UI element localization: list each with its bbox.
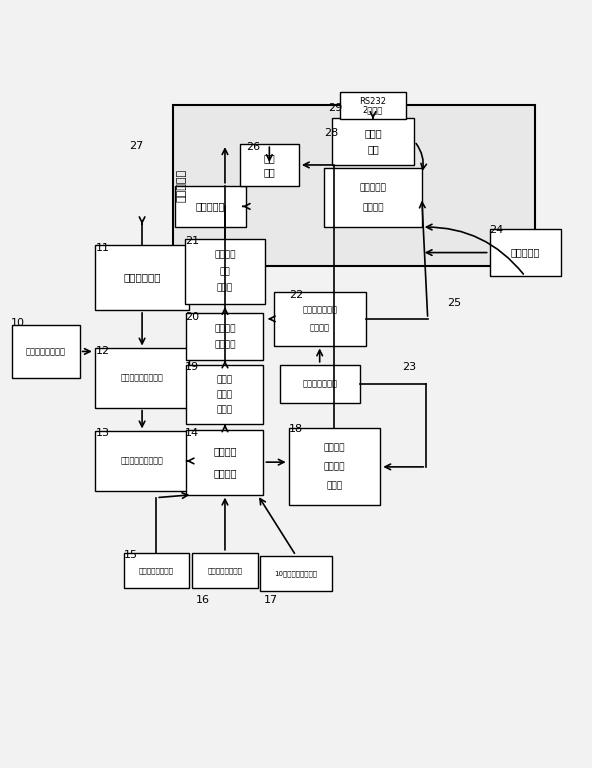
Bar bbox=[186, 313, 263, 360]
Text: 精密参考电压发生器: 精密参考电压发生器 bbox=[121, 373, 163, 382]
Text: 13: 13 bbox=[96, 429, 110, 439]
Bar bbox=[340, 92, 406, 119]
Text: 待测电阻: 待测电阻 bbox=[324, 443, 345, 452]
Text: 电压放大: 电压放大 bbox=[214, 324, 236, 333]
Text: 10毫欧标准电压接口: 10毫欧标准电压接口 bbox=[275, 570, 317, 577]
Bar bbox=[288, 429, 380, 505]
Bar bbox=[95, 245, 189, 310]
Text: 18: 18 bbox=[289, 424, 303, 434]
Bar bbox=[124, 553, 189, 588]
Text: 控制器: 控制器 bbox=[217, 405, 233, 414]
Text: 数据: 数据 bbox=[263, 153, 275, 163]
Text: 27: 27 bbox=[129, 141, 143, 151]
Bar bbox=[186, 365, 263, 424]
Text: 路控制器: 路控制器 bbox=[362, 203, 384, 212]
Bar bbox=[185, 239, 265, 304]
Bar bbox=[240, 144, 299, 186]
Bar bbox=[274, 293, 365, 346]
Text: 待测钢丝电路接口: 待测钢丝电路接口 bbox=[139, 568, 174, 574]
Bar bbox=[186, 429, 263, 495]
Text: 28: 28 bbox=[324, 128, 339, 138]
Text: 14: 14 bbox=[185, 429, 200, 439]
Bar bbox=[11, 325, 79, 378]
Bar bbox=[490, 229, 561, 276]
Bar bbox=[332, 118, 414, 165]
Text: 滤波: 滤波 bbox=[220, 267, 230, 276]
Text: 电源稳压模块: 电源稳压模块 bbox=[123, 273, 161, 283]
Text: 2通传口: 2通传口 bbox=[363, 106, 383, 114]
Bar bbox=[95, 432, 189, 491]
Bar bbox=[192, 553, 258, 588]
Bar bbox=[173, 104, 535, 266]
Text: 11: 11 bbox=[96, 243, 110, 253]
Bar bbox=[279, 365, 360, 403]
Text: 温度传感器信号: 温度传感器信号 bbox=[302, 306, 337, 315]
Text: 19: 19 bbox=[185, 362, 200, 372]
Text: 电压滤波器: 电压滤波器 bbox=[195, 201, 225, 211]
Text: 21: 21 bbox=[185, 236, 200, 246]
Text: 20: 20 bbox=[185, 312, 200, 322]
Text: 主控制系统: 主控制系统 bbox=[177, 168, 186, 202]
Text: RS232: RS232 bbox=[359, 97, 387, 106]
Text: 精密参考电流发生器: 精密参考电流发生器 bbox=[121, 456, 163, 465]
Text: 23: 23 bbox=[403, 362, 417, 372]
Text: 24: 24 bbox=[489, 225, 503, 235]
Text: 中央控: 中央控 bbox=[364, 128, 382, 138]
Text: 调理器: 调理器 bbox=[217, 283, 233, 293]
Text: 25: 25 bbox=[447, 298, 461, 308]
Text: 温度传感器接口: 温度传感器接口 bbox=[302, 379, 337, 389]
Text: 22: 22 bbox=[289, 290, 303, 300]
Text: 滤波电路: 滤波电路 bbox=[214, 340, 236, 349]
Bar bbox=[260, 556, 332, 591]
Text: 阻模拟: 阻模拟 bbox=[217, 390, 233, 399]
Text: 制器: 制器 bbox=[367, 144, 379, 154]
Text: 待测电: 待测电 bbox=[217, 376, 233, 384]
Text: 电流通断: 电流通断 bbox=[324, 462, 345, 472]
Text: 12: 12 bbox=[96, 346, 110, 356]
Text: 控制器: 控制器 bbox=[326, 482, 343, 491]
Text: 26: 26 bbox=[246, 143, 260, 153]
Bar bbox=[324, 168, 422, 227]
Text: 功能开关: 功能开关 bbox=[213, 468, 237, 478]
Text: 29: 29 bbox=[329, 103, 343, 113]
Text: 16: 16 bbox=[195, 594, 210, 604]
Text: 15: 15 bbox=[124, 550, 139, 560]
Bar bbox=[95, 349, 189, 408]
Text: 17: 17 bbox=[263, 594, 278, 604]
Text: 外部电源输入接口: 外部电源输入接口 bbox=[25, 347, 66, 356]
Text: 待测电阻: 待测电阻 bbox=[213, 446, 237, 456]
Bar bbox=[175, 186, 246, 227]
Text: 毫欧标准电阻接口: 毫欧标准电阻接口 bbox=[207, 568, 243, 574]
Text: 10: 10 bbox=[11, 318, 25, 328]
Text: 装口: 装口 bbox=[263, 167, 275, 177]
Text: 温度参考电: 温度参考电 bbox=[359, 183, 387, 192]
Text: 湿度传感器: 湿度传感器 bbox=[510, 247, 540, 257]
Text: 前置放大: 前置放大 bbox=[214, 250, 236, 260]
Text: 调理电路: 调理电路 bbox=[310, 323, 330, 333]
